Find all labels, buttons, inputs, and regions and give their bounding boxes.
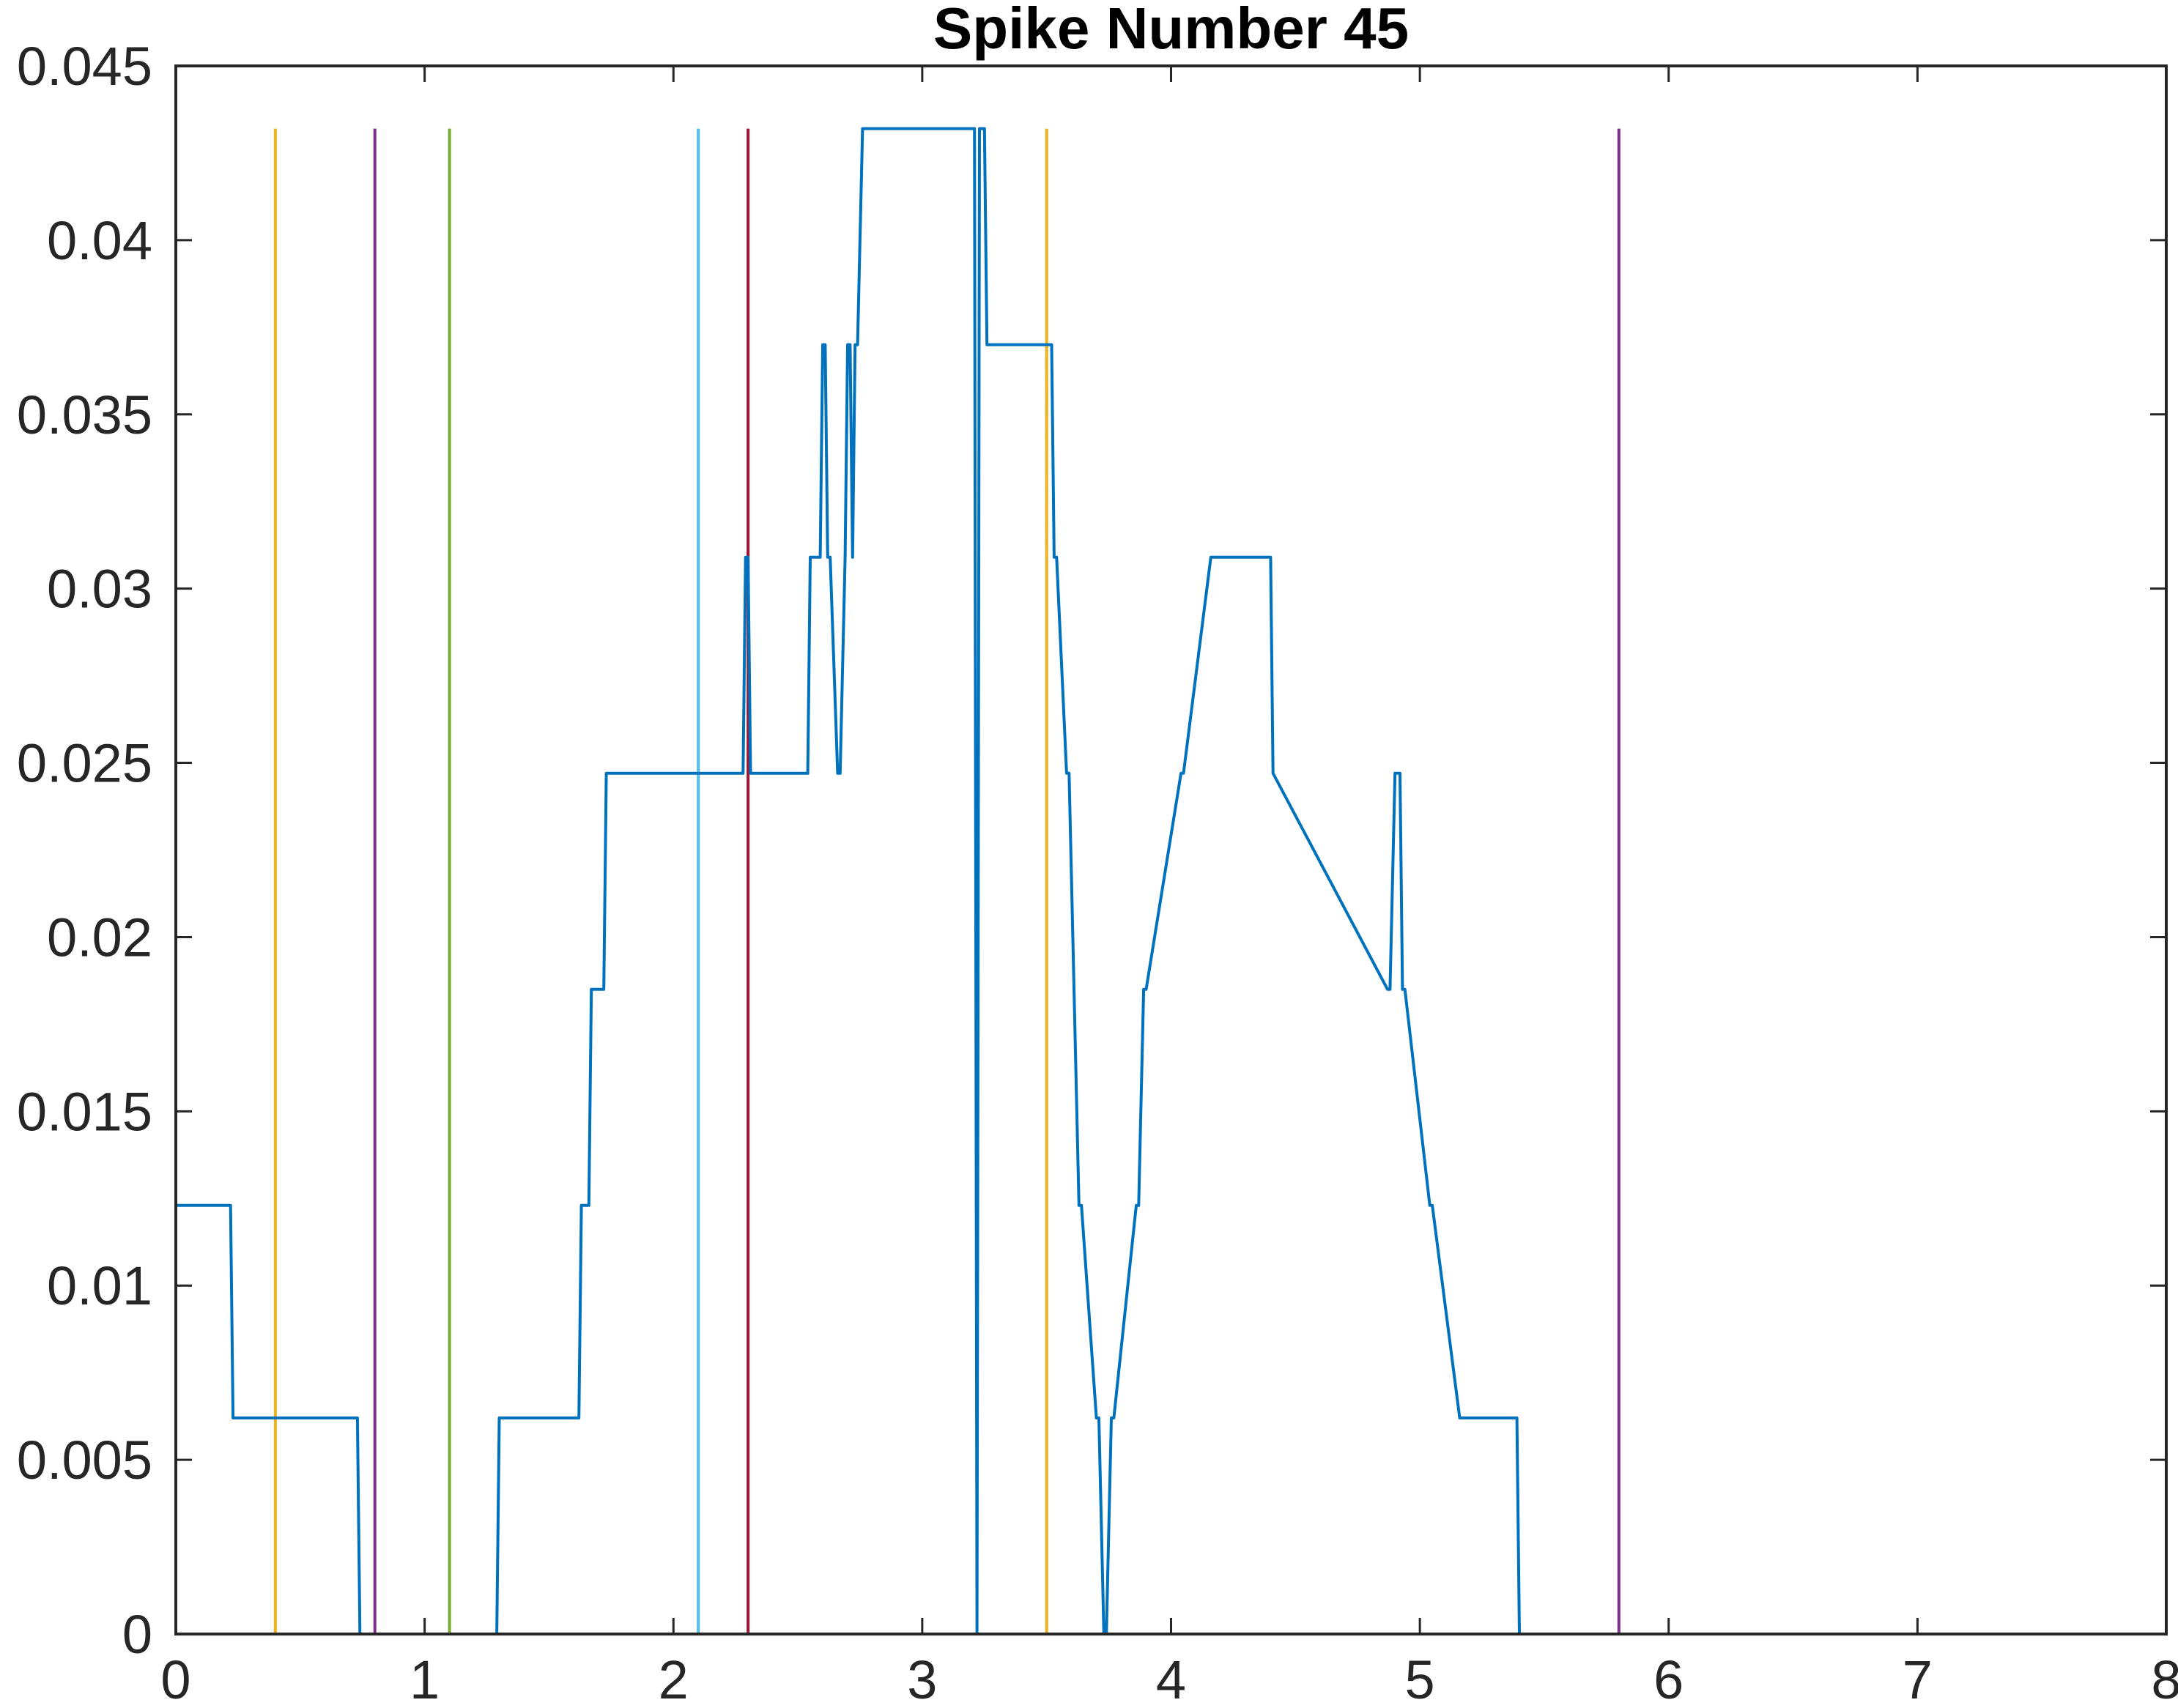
x-tick-labels: 0 1 2 3 4 5 6 7 8	[160, 1649, 2178, 1708]
x-tick-label: 0	[160, 1649, 190, 1708]
axis-ticks	[174, 64, 2168, 1635]
x-tick-label: 4	[1156, 1649, 1186, 1708]
chart-title: Spike Number 45	[933, 0, 1409, 61]
series-group	[176, 127, 2109, 1635]
x-tick-label: 3	[907, 1649, 937, 1708]
x-tick-label: 7	[1903, 1649, 1933, 1708]
y-tick-label: 0.045	[17, 36, 152, 97]
y-tick-label: 0.04	[47, 210, 152, 271]
y-tick-label: 0.03	[47, 559, 152, 620]
x-tick-label: 5	[1405, 1649, 1435, 1708]
y-tick-label: 0.005	[17, 1430, 152, 1490]
y-tick-label: 0.025	[17, 733, 152, 794]
y-tick-label: 0.015	[17, 1081, 152, 1142]
y-tick-label: 0.035	[17, 385, 152, 445]
vertical-marker-lines	[174, 128, 1620, 1634]
x-tick-label: 6	[1653, 1649, 1683, 1708]
y-tick-label: 0.01	[47, 1255, 152, 1316]
x-tick-label: 1	[410, 1649, 440, 1708]
y-tick-label: 0	[122, 1604, 152, 1665]
y-tick-label: 0.02	[47, 907, 152, 968]
x-tick-label: 8	[2151, 1649, 2178, 1708]
plot-area-box	[174, 64, 2168, 1635]
x-tick-label: 2	[659, 1649, 689, 1708]
y-tick-labels: 0 0.005 0.01 0.015 0.02 0.025 0.03 0.035 0.04 0.0…	[17, 36, 152, 1665]
series-line-0	[176, 127, 2109, 1635]
